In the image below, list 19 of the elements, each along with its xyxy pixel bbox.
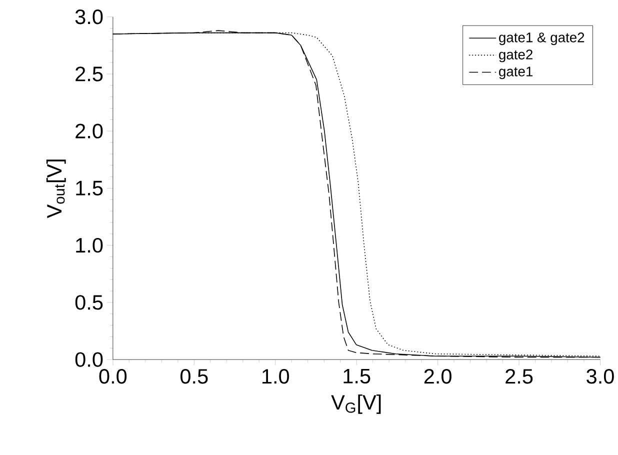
y-tick-label: 3.0 [75,10,103,24]
x-tick-label: 2.0 [424,369,452,384]
x-tick-label: 3.0 [586,369,614,384]
x-tick-label: 0.5 [180,369,208,384]
y-tick-label: 1.5 [76,181,103,196]
y-tick-label: 2.0 [76,124,103,139]
x-axis-title: V$_{G}$[V] [331,394,381,414]
y-tick-label: 0.5 [75,295,103,310]
x-tick-label: 1.0 [262,369,290,384]
legend-label: gate2 [499,50,532,62]
x-tick-label: 2.5 [506,369,533,384]
y-tick-label: 0.0 [75,352,103,368]
x-tick-label: 0.0 [99,369,127,384]
x-tick-label: 1.5 [344,369,370,384]
y-tick-label: 1.0 [76,238,103,253]
y-tick-label: 2.5 [76,66,103,82]
legend-label: gate1 & gate2 [499,32,584,46]
y-axis-title: V$_{out}$[V] [46,160,66,218]
legend-label: gate1 [499,66,532,80]
